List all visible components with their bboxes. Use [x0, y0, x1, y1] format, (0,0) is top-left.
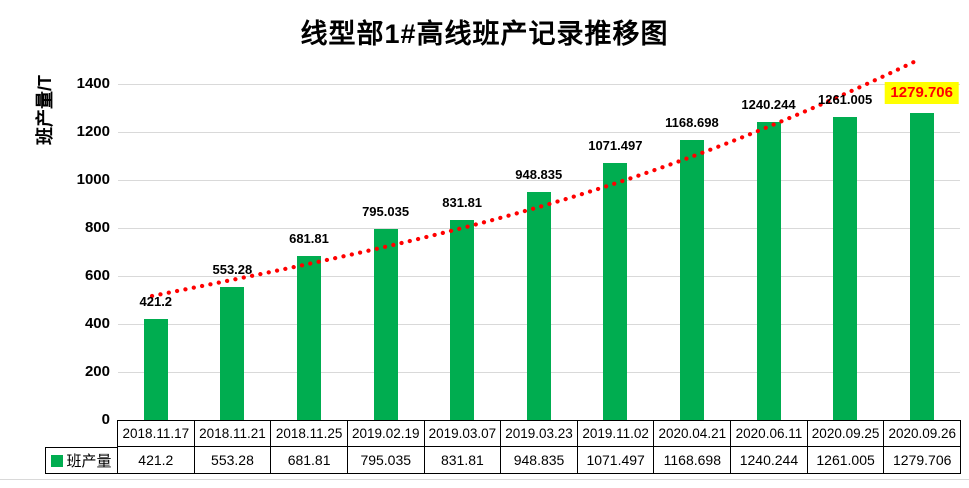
table-value-cell: 948.835 [500, 447, 577, 473]
bar[interactable] [373, 229, 398, 420]
y-tick-label: 1200 [76, 123, 110, 140]
table-date-cell: 2020.04.21 [653, 421, 730, 446]
table-value-cell: 831.81 [423, 447, 501, 473]
bar-value-label[interactable]: 1168.698 [665, 114, 719, 130]
table-value-cell: 553.28 [193, 447, 271, 473]
table-date-cell: 2020.09.26 [883, 421, 960, 446]
bar[interactable] [296, 256, 321, 420]
legend-label: 班产量 [66, 453, 112, 470]
bar-value-label[interactable]: 681.81 [289, 231, 329, 247]
bar-value-label[interactable]: 1240.244 [741, 97, 796, 113]
table-date-cell: 2019.03.07 [423, 421, 501, 446]
table-date-cell: 2018.11.17 [122, 426, 190, 441]
legend-cell[interactable]: 班产量 [45, 447, 117, 474]
bar[interactable] [909, 112, 934, 420]
bar[interactable] [679, 139, 704, 420]
table-date-cell: 2020.09.25 [806, 421, 884, 446]
chart-title[interactable]: 线型部1#高线班产记录推移图 [300, 19, 669, 49]
bar-value-label[interactable]: 948.835 [515, 167, 563, 183]
data-table-date-row: 2018.11.17 2018.11.21 2018.11.25 2019.02.19… [117, 420, 961, 447]
table-value-cell: 795.035 [346, 447, 424, 473]
table-value-cell: 1240.244 [730, 447, 807, 473]
table-date-cell: 2020.06.11 [730, 421, 807, 446]
bar[interactable] [143, 318, 168, 420]
y-tick-label: 0 [101, 411, 110, 428]
bar-value-label[interactable]: 421.2 [139, 293, 173, 309]
y-axis-title: 班产量/T [35, 75, 55, 145]
y-tick-label: 1400 [76, 75, 110, 92]
table-date-cell: 2018.11.21 [193, 421, 271, 446]
bar[interactable] [833, 117, 858, 420]
bar[interactable] [603, 162, 628, 420]
sheet-bottom-rule [0, 479, 969, 480]
y-tick-label: 600 [84, 267, 110, 284]
y-tick-label: 1000 [76, 171, 110, 188]
y-tick-label: 800 [84, 219, 110, 236]
bar[interactable] [756, 122, 781, 420]
table-value-cell: 1261.005 [806, 447, 884, 473]
data-table-value-row: 421.2 553.28 681.81 795.035 831.81 948.835 107… [117, 447, 961, 474]
table-value-cell: 1168.698 [653, 447, 730, 473]
bar-value-label[interactable]: 1261.005 [817, 92, 873, 108]
table-value-cell: 421.2 [138, 452, 174, 468]
y-tick-label: 400 [84, 315, 110, 332]
bar-value-label[interactable]: 795.035 [362, 204, 410, 220]
table-date-cell: 2019.02.19 [346, 421, 424, 446]
table-value-cell: 1071.497 [576, 447, 654, 473]
bar-value-label[interactable]: 1071.497 [588, 137, 643, 153]
table-value-cell: 1279.706 [883, 447, 960, 473]
bar-value-label-highlighted[interactable]: 1279.706 [884, 81, 959, 104]
legend-swatch-icon [51, 454, 64, 467]
bar-value-label[interactable]: 831.81 [442, 195, 483, 211]
table-date-cell: 2019.03.23 [500, 421, 577, 446]
bar[interactable] [220, 287, 245, 420]
grid-line [117, 84, 960, 85]
bar[interactable] [526, 192, 551, 420]
y-tick-label: 200 [84, 363, 110, 380]
table-value-cell: 681.81 [270, 447, 347, 473]
bar-value-label[interactable]: 553.28 [212, 262, 253, 278]
table-date-cell: 2018.11.25 [270, 421, 347, 446]
bar[interactable] [450, 220, 475, 420]
table-date-cell: 2019.11.02 [576, 421, 654, 446]
